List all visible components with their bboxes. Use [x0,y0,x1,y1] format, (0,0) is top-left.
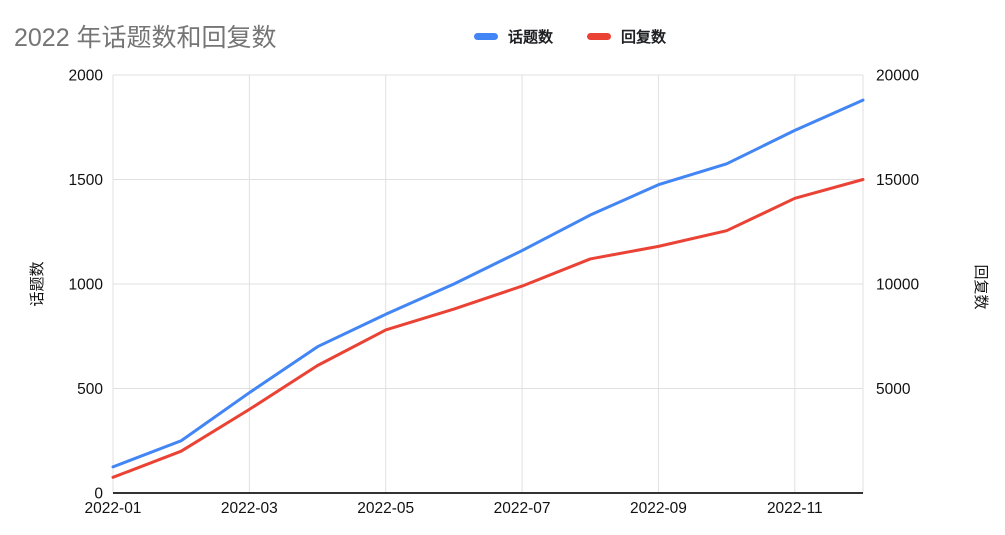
legend-label-replies: 回复数 [621,29,667,46]
right-y-tick-label: 10000 [876,277,919,294]
topics-series-swatch-icon [474,33,498,40]
x-tick-label: 2022-01 [85,500,142,517]
x-tick-label: 2022-07 [494,500,551,517]
x-tick-label: 2022-11 [767,500,823,517]
left-y-tick-label: 2000 [69,68,104,85]
legend: 话题数 回复数 [474,26,666,47]
x-tick-label: 2022-03 [221,500,278,517]
right-y-tick-label: 5000 [876,381,911,398]
replies-series-swatch-icon [587,33,612,40]
legend-item-replies[interactable]: 回复数 [587,26,666,47]
x-tick-label: 2022-05 [357,500,414,517]
right-y-tick-label: 20000 [876,68,919,85]
chart-title: 2022 年话题数和回复数 [14,24,277,52]
right-y-tick-label: 15000 [876,172,919,189]
legend-label-topics: 话题数 [508,29,554,46]
left-y-tick-label: 1000 [69,277,104,294]
series-line-replies [111,178,865,479]
x-tick-label: 2022-09 [630,500,687,517]
series-line-topics [111,98,865,469]
left-y-tick-label: 0 [94,486,103,503]
left-y-tick-label: 500 [77,381,103,398]
legend-item-topics[interactable]: 话题数 [474,26,553,47]
left-y-tick-label: 1500 [69,172,104,189]
